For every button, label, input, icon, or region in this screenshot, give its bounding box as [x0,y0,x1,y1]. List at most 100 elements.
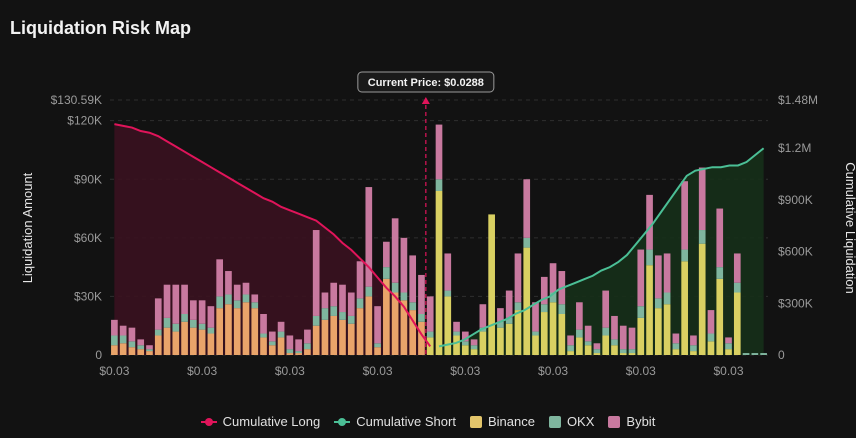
bar-bybit [216,259,224,297]
legend-short-swatch [334,417,351,426]
bar-binance [654,308,662,355]
legend-binance-label: Binance [487,414,535,429]
bar-binance [707,341,715,355]
legend-binance[interactable]: Binance [469,414,535,429]
bar-binance [584,345,592,355]
bar-bybit [619,325,627,350]
bar-okx [321,308,329,320]
bar-binance [383,278,390,355]
legend-okx[interactable]: OKX [548,414,594,429]
bar-okx [611,339,618,346]
bar-okx [418,313,425,322]
bar-okx [225,294,232,305]
bar-bybit [453,321,460,332]
bar-binance [435,190,443,355]
bar-bybit [277,321,285,332]
bar-okx [330,306,338,316]
bar-bybit [672,333,680,344]
bar-okx [146,349,153,352]
bar-binance [137,349,145,355]
y2-tick-label: $1.48M [778,93,818,107]
legend-cumulative-short[interactable]: Cumulative Short [334,414,456,429]
bar-okx [461,341,469,346]
bar-binance [505,323,513,355]
bar-bybit [225,271,232,295]
bar-binance [461,345,469,355]
bar-okx [532,331,539,336]
legend-cumulative-long[interactable]: Cumulative Long [200,414,320,429]
bar-binance [663,304,671,355]
bar-okx [453,331,460,336]
bar-binance [470,349,478,355]
bar-bybit [637,249,645,307]
legend-bybit-swatch [608,415,621,428]
bar-binance [391,292,399,355]
y-tick-label: $30K [74,289,102,303]
bar-binance [497,327,504,355]
legend-long-swatch [200,417,217,426]
bar-bybit [628,327,636,350]
bar-bybit [146,345,153,350]
bar-binance [365,296,373,355]
bar-bybit [391,218,399,283]
bar-binance [611,345,618,355]
bar-bybit [295,339,302,352]
bar-okx [470,345,478,350]
bar-bybit [418,274,425,314]
bar-binance [681,261,688,355]
x-tick-label: $0.03 [538,364,568,378]
bar-bybit [312,230,320,316]
bar-okx [435,179,443,191]
bar-binance [453,335,460,355]
bar-binance [602,335,610,355]
bar-binance [514,310,522,355]
bar-binance [523,247,531,355]
bar-bybit [716,208,724,268]
bar-okx [286,349,294,354]
bar-bybit [523,179,531,238]
bar-bybit [119,325,127,336]
x-tick-label: $0.03 [626,364,656,378]
bar-binance [207,333,215,355]
bar-binance [163,327,171,355]
bar-bybit [304,329,311,344]
bar-okx [304,343,311,350]
bar-bybit [374,306,381,344]
bar-okx [198,323,206,330]
bar-okx [356,298,364,309]
legend-okx-swatch [548,415,561,428]
y-tick-label: $90K [74,172,102,186]
bar-binance [181,321,188,355]
y-axis-title: Liquidation Amount [20,172,35,283]
bar-bybit [470,339,478,346]
bar-bybit [663,253,671,293]
legend-binance-swatch [469,415,482,428]
bar-okx [119,335,127,344]
bar-okx [444,290,452,297]
bar-okx [558,304,566,314]
bar-okx [295,351,302,354]
bar-binance [330,315,338,355]
bar-binance [646,265,653,355]
legend-bybit[interactable]: Bybit [608,414,655,429]
bar-bybit [479,304,487,328]
bar-binance [672,349,680,355]
bar-okx [707,333,715,342]
bar-bybit [260,313,267,334]
bar-okx [111,335,118,346]
bar-okx [681,249,688,262]
current-price-badge [357,71,495,93]
y-tick-label: $60K [74,231,102,245]
bar-binance [111,345,118,355]
bar-okx [409,302,417,311]
bar-bybit [733,253,741,283]
bar-binance [312,325,320,355]
bar-binance [339,319,346,355]
x-tick-label: $0.03 [99,364,129,378]
y2-tick-label: $600K [778,245,813,259]
bar-binance [304,349,311,355]
bar-bybit [154,298,162,330]
bar-okx [260,333,267,338]
y2-tick-label: 0 [778,348,785,362]
bar-binance [146,351,153,355]
